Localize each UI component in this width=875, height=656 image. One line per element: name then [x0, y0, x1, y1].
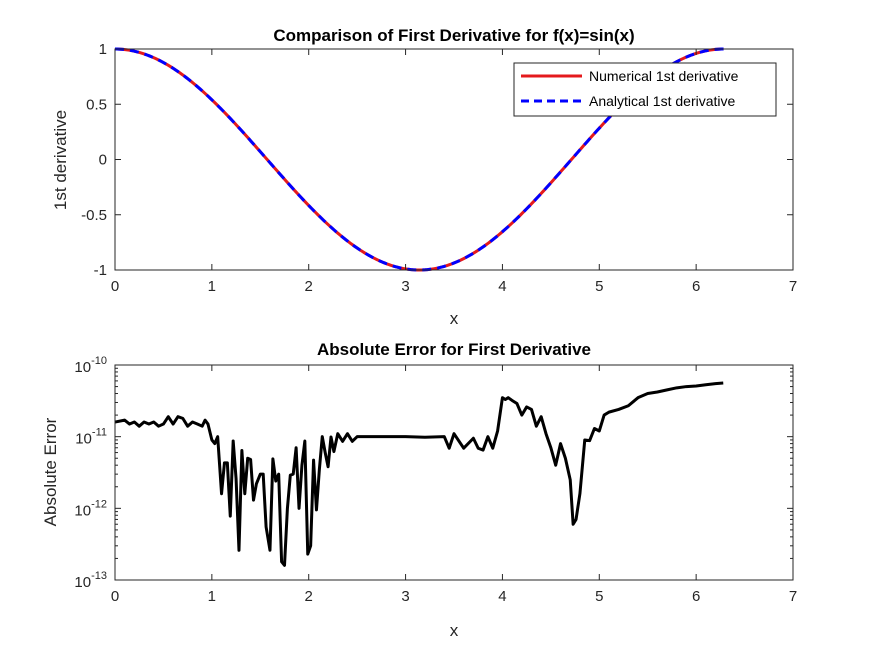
top-x-tick-label: 4 — [498, 278, 506, 295]
bottom-x-tick-label: 7 — [789, 588, 797, 605]
top-x-tick-label: 7 — [789, 278, 797, 295]
bottom-y-tick-label: 10-10 — [74, 355, 107, 376]
bottom-plot-area — [115, 365, 793, 580]
top-x-tick-label: 3 — [401, 278, 409, 295]
bottom-x-tick-label: 4 — [498, 588, 506, 605]
bottom-x-tick-label: 5 — [595, 588, 603, 605]
bottom-plot-frame — [114, 364, 794, 581]
bottom-y-tick-label: 10-11 — [75, 427, 107, 448]
bottom-x-tick-label: 6 — [692, 588, 700, 605]
legend-label-analytical: Analytical 1st derivative — [589, 93, 736, 109]
bottom-y-axis-label: Absolute Error — [41, 417, 60, 526]
top-chart-title: Comparison of First Derivative for f(x)=… — [273, 26, 634, 45]
top-x-tick-label: 6 — [692, 278, 700, 295]
top-y-tick-label: -0.5 — [81, 207, 107, 224]
bottom-x-axis-label: x — [450, 621, 459, 640]
bottom-y-tick-label: 10-13 — [74, 570, 107, 591]
bottom-x-tick-label: 3 — [401, 588, 409, 605]
top-y-tick-label: 1 — [99, 41, 107, 58]
legend-box — [513, 62, 777, 117]
top-x-tick-label: 5 — [595, 278, 603, 295]
bottom-x-tick-label: 2 — [305, 588, 313, 605]
top-x-tick-label: 1 — [208, 278, 216, 295]
legend-label-numerical: Numerical 1st derivative — [589, 68, 739, 84]
top-axes: 0 1 2 3 4 5 6 7 -1 -0.5 0 0.5 1 Comparison of First … — [51, 26, 797, 328]
bottom-axis-ticks: 0 1 2 3 4 5 6 7 10-13 10-12 10-11 10-10 — [74, 355, 797, 605]
bottom-x-tick-label: 1 — [208, 588, 216, 605]
top-x-axis-label: x — [450, 309, 459, 328]
series-line-absolute-error — [114, 381, 724, 567]
top-y-tick-label: -1 — [94, 262, 107, 279]
top-y-axis-label: 1st derivative — [51, 110, 70, 210]
top-y-tick-label: 0 — [99, 152, 107, 169]
top-x-tick-label: 0 — [111, 278, 119, 295]
bottom-y-tick-label: 10-12 — [74, 498, 107, 519]
bottom-chart-title: Absolute Error for First Derivative — [317, 340, 591, 359]
top-axis-ticks: 0 1 2 3 4 5 6 7 -1 -0.5 0 0.5 1 — [81, 41, 797, 295]
top-y-tick-label: 0.5 — [86, 96, 107, 113]
legend: Numerical 1st derivative Analytical 1st … — [513, 62, 777, 117]
bottom-x-tick-label: 0 — [111, 588, 119, 605]
top-x-tick-label: 2 — [305, 278, 313, 295]
bottom-axes: 0 1 2 3 4 5 6 7 10-13 10-12 10-11 10-10 Absolute Er… — [41, 340, 797, 640]
bottom-plot-lines — [114, 381, 724, 567]
